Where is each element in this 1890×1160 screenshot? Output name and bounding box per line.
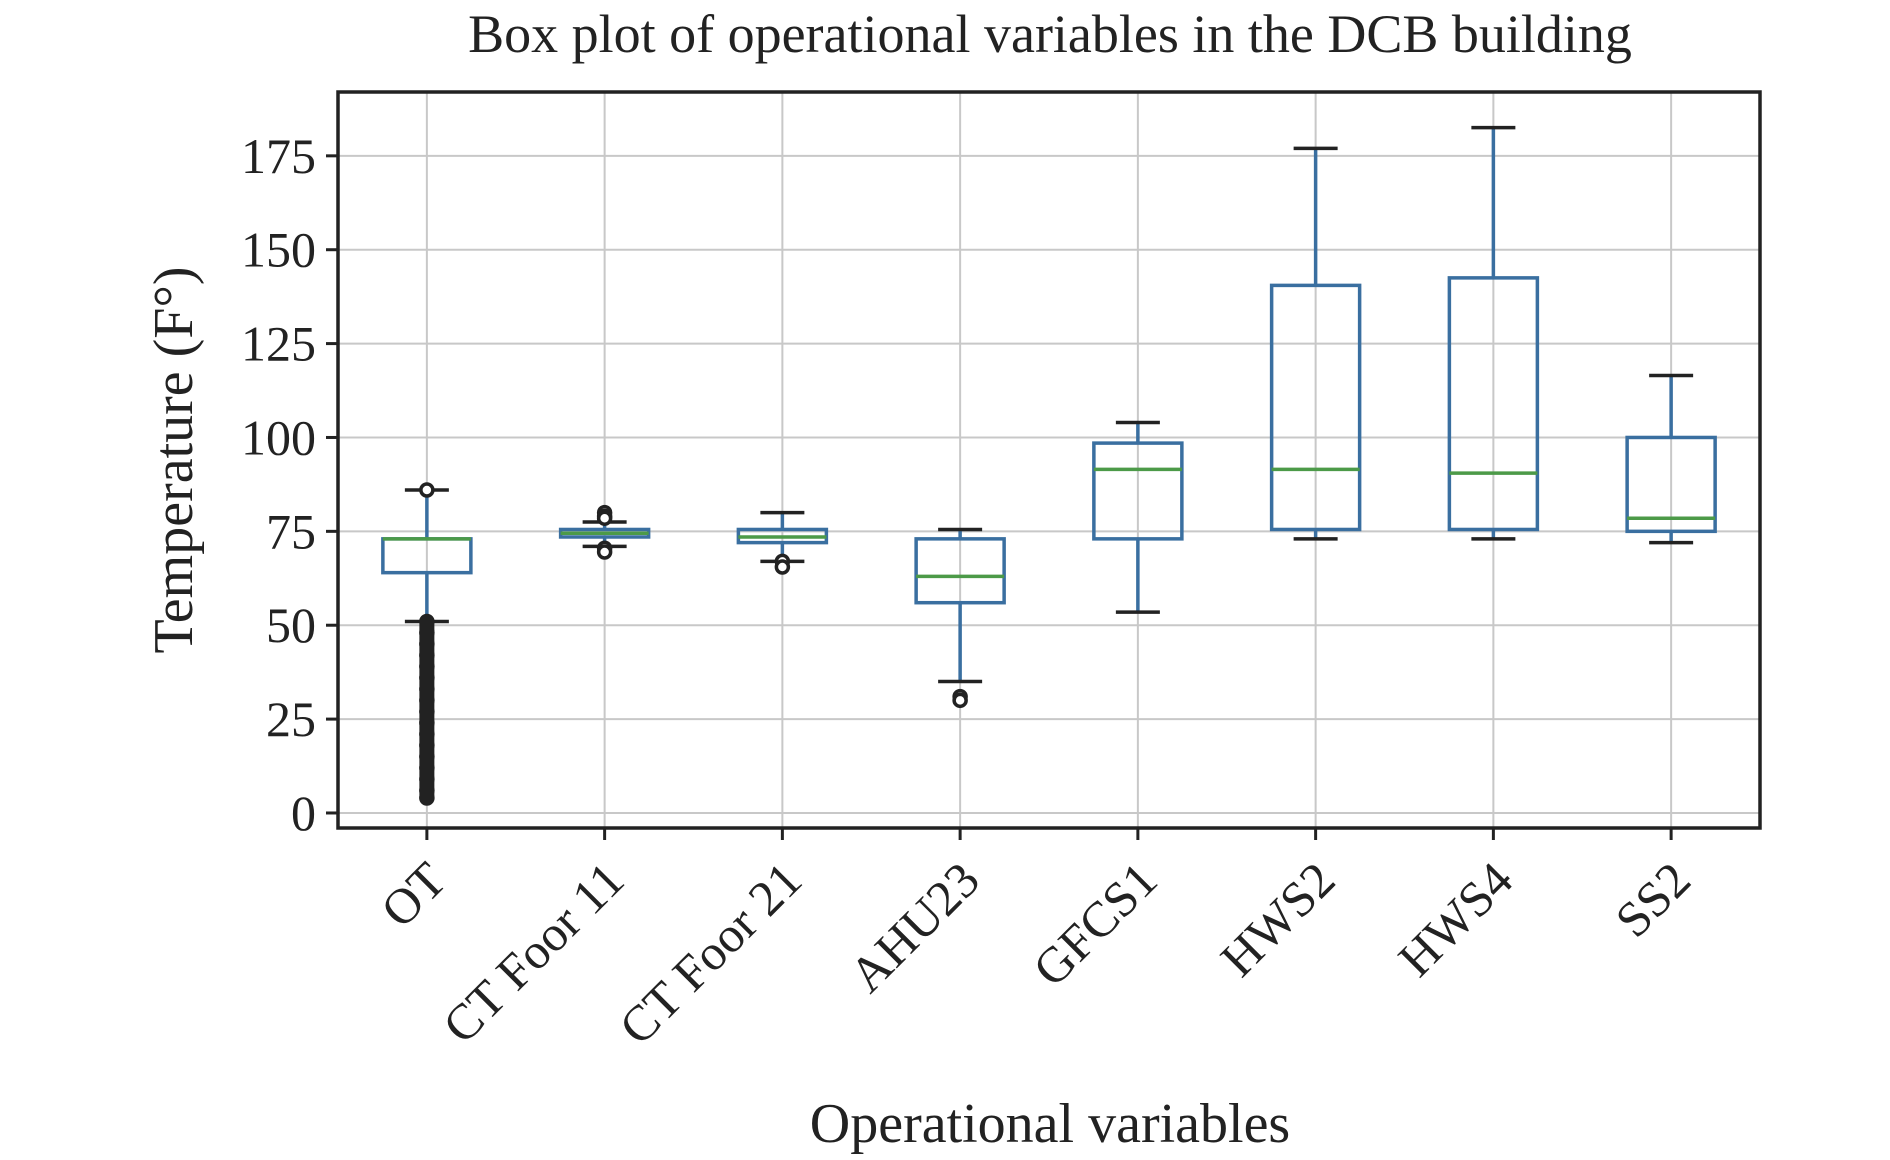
chart-title: Box plot of operational variables in the… [468, 4, 1632, 64]
iqr-box [914, 537, 1006, 605]
y-tick-label: 125 [241, 316, 316, 372]
iqr-box [1092, 441, 1184, 541]
flier-point [952, 692, 968, 709]
fliers [419, 482, 435, 806]
x-tick-label: HWS4 [1387, 851, 1523, 987]
y-tick-label: 0 [291, 785, 316, 841]
x-tick-label: CT Foor 21 [608, 851, 812, 1055]
box-5 [1269, 146, 1362, 541]
box-7 [1625, 373, 1717, 545]
y-tick-label: 100 [241, 409, 316, 465]
iqr-box [1447, 276, 1540, 532]
box-3 [914, 527, 1006, 709]
x-axis-label: Operational variables [810, 1093, 1290, 1155]
x-tick-label: OT [370, 851, 457, 938]
box-4 [1092, 420, 1184, 614]
box-2 [736, 510, 829, 575]
y-tick-label: 75 [266, 503, 316, 559]
boxes-layer [381, 125, 1717, 806]
fliers [596, 504, 613, 560]
x-tick-label: CT Foor 11 [432, 851, 635, 1054]
flier-point [596, 544, 613, 560]
flier-point [419, 482, 435, 498]
grid-layer [338, 92, 1760, 828]
y-tick-label: 150 [241, 222, 316, 278]
y-tick-label: 175 [241, 128, 316, 184]
iqr-box [1625, 435, 1717, 534]
fliers [774, 553, 791, 575]
flier-point [774, 559, 791, 575]
plot-frame [336, 90, 1762, 830]
box-0 [381, 482, 473, 806]
y-axis-label: Temperature (F°) [143, 267, 205, 654]
y-tick-label: 25 [266, 691, 316, 747]
y-tick-label: 50 [266, 597, 316, 653]
box-6 [1447, 125, 1540, 541]
box-1 [558, 504, 651, 560]
flier-point [596, 510, 613, 526]
iqr-box [1269, 283, 1362, 532]
x-tick-label: AHU23 [838, 851, 990, 1003]
x-tick-label: HWS2 [1210, 851, 1346, 987]
x-tick-label: SS2 [1604, 851, 1701, 948]
fliers [952, 688, 968, 709]
x-tick-label: GFCS1 [1022, 851, 1168, 997]
